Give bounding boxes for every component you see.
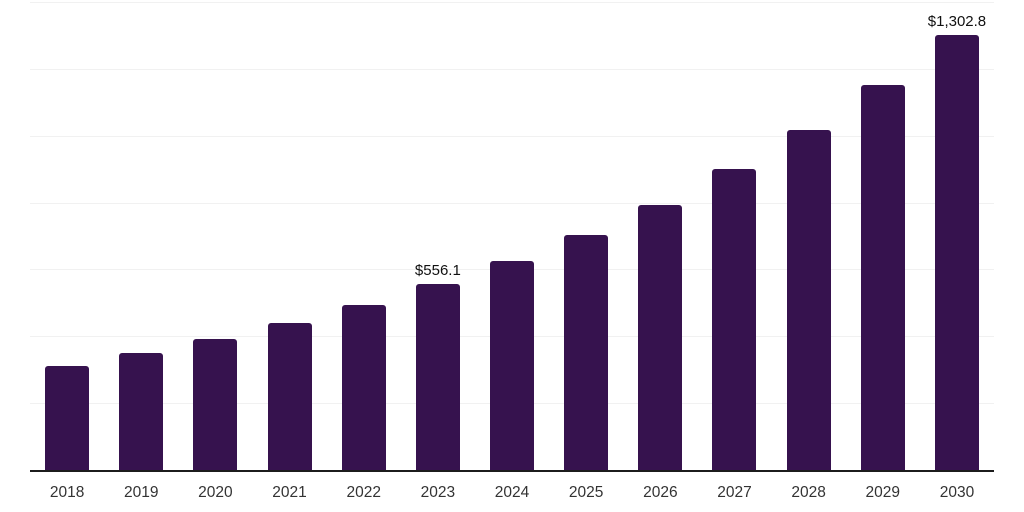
bar-2022 <box>341 304 386 470</box>
bar-2024 <box>490 260 535 470</box>
x-axis-label-2024: 2024 <box>494 484 530 501</box>
bar-2021 <box>267 322 312 470</box>
bar-slot-2029 <box>846 2 920 470</box>
x-axis-label-2026: 2026 <box>643 484 678 501</box>
x-axis-label-2020: 2020 <box>198 484 233 501</box>
bar-slot-2023: $556.1 <box>401 2 475 470</box>
bar-slot-2030: $1,302.8 <box>920 2 994 470</box>
plot-area: $556.1 $1,302.8 <box>30 2 994 472</box>
bar-value-label-2030: $1,302.8 <box>927 12 987 30</box>
x-axis-label-2027: 2027 <box>717 484 752 501</box>
x-axis: 2018 2019 2020 2021 2022 2023 2024 2025 2026 2027… <box>30 484 994 502</box>
bar-2026 <box>638 204 683 470</box>
gridline <box>30 68 994 70</box>
x-axis-label-2021: 2021 <box>272 484 307 501</box>
bar-2019 <box>119 353 164 470</box>
gridline <box>30 202 994 204</box>
x-axis-label-2028: 2028 <box>791 484 826 501</box>
gridline <box>30 2 994 3</box>
bar-2023: $556.1 <box>415 262 461 470</box>
bar-slot-2020 <box>178 2 252 470</box>
bar-2029 <box>860 84 905 470</box>
x-axis-label-2023: 2023 <box>420 484 456 501</box>
x-axis-label-2025: 2025 <box>568 484 604 501</box>
bar-slot-2018 <box>30 2 104 470</box>
bar-2018 <box>45 365 90 470</box>
bar-slot-2026 <box>623 2 697 470</box>
bar-slot-2024 <box>475 2 549 470</box>
bar-slot-2027 <box>697 2 771 470</box>
bar-2027 <box>712 169 757 470</box>
bar-slot-2021 <box>252 2 326 470</box>
bar-2030: $1,302.8 <box>928 13 986 470</box>
x-axis-label-2022: 2022 <box>346 484 381 501</box>
gridline <box>30 135 994 137</box>
bar-slot-2028 <box>772 2 846 470</box>
bar-slot-2025 <box>549 2 623 470</box>
bar-value-label-2023: $556.1 <box>414 262 461 280</box>
bar-2028 <box>786 130 831 470</box>
bar-slot-2022 <box>327 2 401 470</box>
x-axis-label-2018: 2018 <box>49 484 85 501</box>
x-axis-label-2019: 2019 <box>123 484 159 501</box>
bar-2020 <box>193 338 238 470</box>
bars-container: $556.1 $1,302.8 <box>30 2 994 470</box>
bar-slot-2019 <box>104 2 178 470</box>
bar-2025 <box>564 234 609 470</box>
x-axis-label-2030: 2030 <box>939 484 975 501</box>
x-axis-label-2029: 2029 <box>865 484 901 501</box>
